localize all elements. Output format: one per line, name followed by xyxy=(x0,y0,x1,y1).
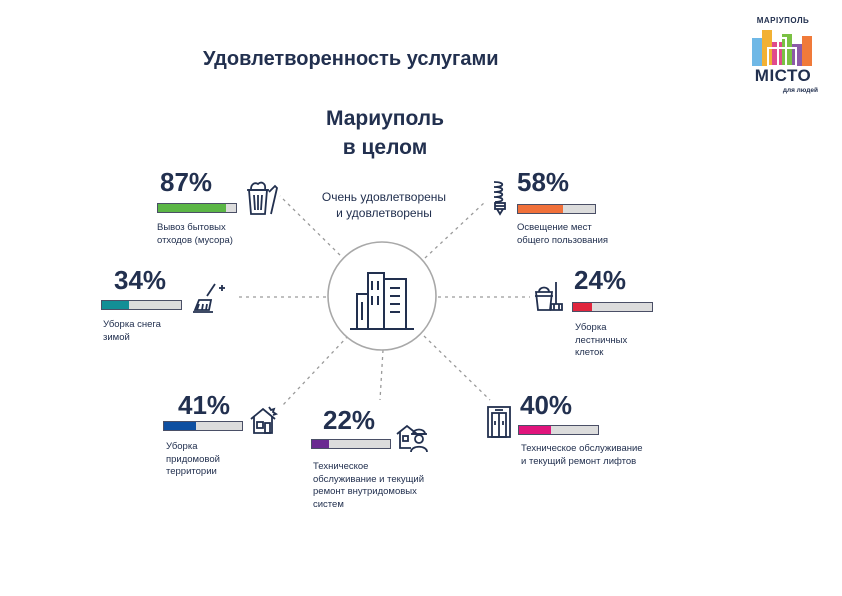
metric-bar xyxy=(518,425,599,435)
label-line: Техническое xyxy=(313,461,369,472)
mop-bucket-icon xyxy=(534,282,563,311)
metric-bar xyxy=(157,203,237,213)
center-circle xyxy=(327,241,437,351)
metric-bar xyxy=(311,439,391,449)
chart-subtitle: Мариуполь в целом xyxy=(290,104,480,162)
label-line: придомовой xyxy=(166,453,220,465)
metric-bar-fill xyxy=(519,426,551,434)
logo-top-text: МАРІУПОЛЬ xyxy=(756,16,810,25)
metric-label: Уборка снега зимой xyxy=(103,319,161,344)
worker-icon xyxy=(396,424,428,453)
metric-label: Техническое обслуживание и текущий ремон… xyxy=(313,461,424,511)
metric-label: Техническое обслуживание и текущий ремон… xyxy=(521,443,643,468)
center-label-line: Очень удовлетворены xyxy=(321,190,447,204)
label-line: Техническое обслуживание xyxy=(521,443,643,454)
page-title: Удовлетворенность услугами xyxy=(203,48,499,70)
connector-elevators xyxy=(423,335,491,401)
metric-bar xyxy=(572,302,653,312)
metric-label: Освещение мест общего пользования xyxy=(517,222,608,247)
label-line: Освещение мест xyxy=(517,222,592,233)
metric-value: 34% xyxy=(114,265,167,295)
label-line: лестничных xyxy=(575,334,628,346)
logo: МАРІУПОЛЬ МІСТО для людей xyxy=(748,16,818,100)
label-line: общего пользования xyxy=(517,234,609,246)
metric-bar-fill xyxy=(518,205,563,213)
label-line: территории xyxy=(166,466,217,477)
metric-bar-fill xyxy=(573,303,592,311)
metric-bar xyxy=(101,300,182,310)
metric-bar xyxy=(163,421,243,431)
elevator-icon xyxy=(487,406,511,438)
logo-bottom-text: для людей xyxy=(782,87,818,94)
metric-bar-fill xyxy=(102,301,129,309)
label-line: систем xyxy=(313,498,344,510)
connector-lighting xyxy=(424,201,486,259)
label-line: обслуживание и текущий xyxy=(313,473,425,485)
metric-bar-fill xyxy=(312,440,330,448)
logo-word: МІСТО xyxy=(754,66,812,85)
metric-bar-fill xyxy=(158,204,226,212)
metric-value: 58% xyxy=(517,167,570,197)
label-line: Уборка снега xyxy=(103,319,161,330)
center-label: Очень удовлетворены и удовлетворены xyxy=(296,189,472,221)
buildings-icon xyxy=(350,272,414,330)
subtitle-line: Мариуполь xyxy=(325,107,445,130)
metric-label: Вывоз бытовых отходов (мусора) xyxy=(157,222,233,247)
connector-systems xyxy=(379,349,384,401)
label-line: ремонт внутридомовых xyxy=(313,486,417,497)
label-line: и текущий ремонт лифтов xyxy=(521,455,637,467)
trash-bin-icon xyxy=(247,181,278,215)
metric-label: Уборка придомовой территории xyxy=(166,441,220,479)
metric-label: Уборка лестничных клеток xyxy=(575,322,627,360)
connector-waste xyxy=(279,195,346,261)
logo-city-icon xyxy=(752,30,812,67)
label-line: зимой xyxy=(103,331,130,343)
metric-value: 41% xyxy=(178,390,231,420)
metric-bar-fill xyxy=(164,422,196,430)
label-line: Уборка xyxy=(166,441,198,452)
label-line: отходов (мусора) xyxy=(157,234,233,246)
metric-bar xyxy=(517,204,596,214)
metric-value: 87% xyxy=(160,167,213,197)
metric-value: 24% xyxy=(574,265,627,295)
label-line: клеток xyxy=(575,347,604,358)
connector-yard xyxy=(281,335,349,407)
light-bulb-icon xyxy=(493,181,506,216)
label-line: Уборка xyxy=(575,322,607,333)
metric-value: 40% xyxy=(520,390,573,420)
broom-icon xyxy=(193,283,225,313)
metric-value: 22% xyxy=(323,405,376,435)
center-label-line: и удовлетворены xyxy=(336,206,432,220)
subtitle-line: в целом xyxy=(342,136,428,159)
label-line: Вывоз бытовых xyxy=(157,222,226,233)
house-icon xyxy=(250,406,279,434)
